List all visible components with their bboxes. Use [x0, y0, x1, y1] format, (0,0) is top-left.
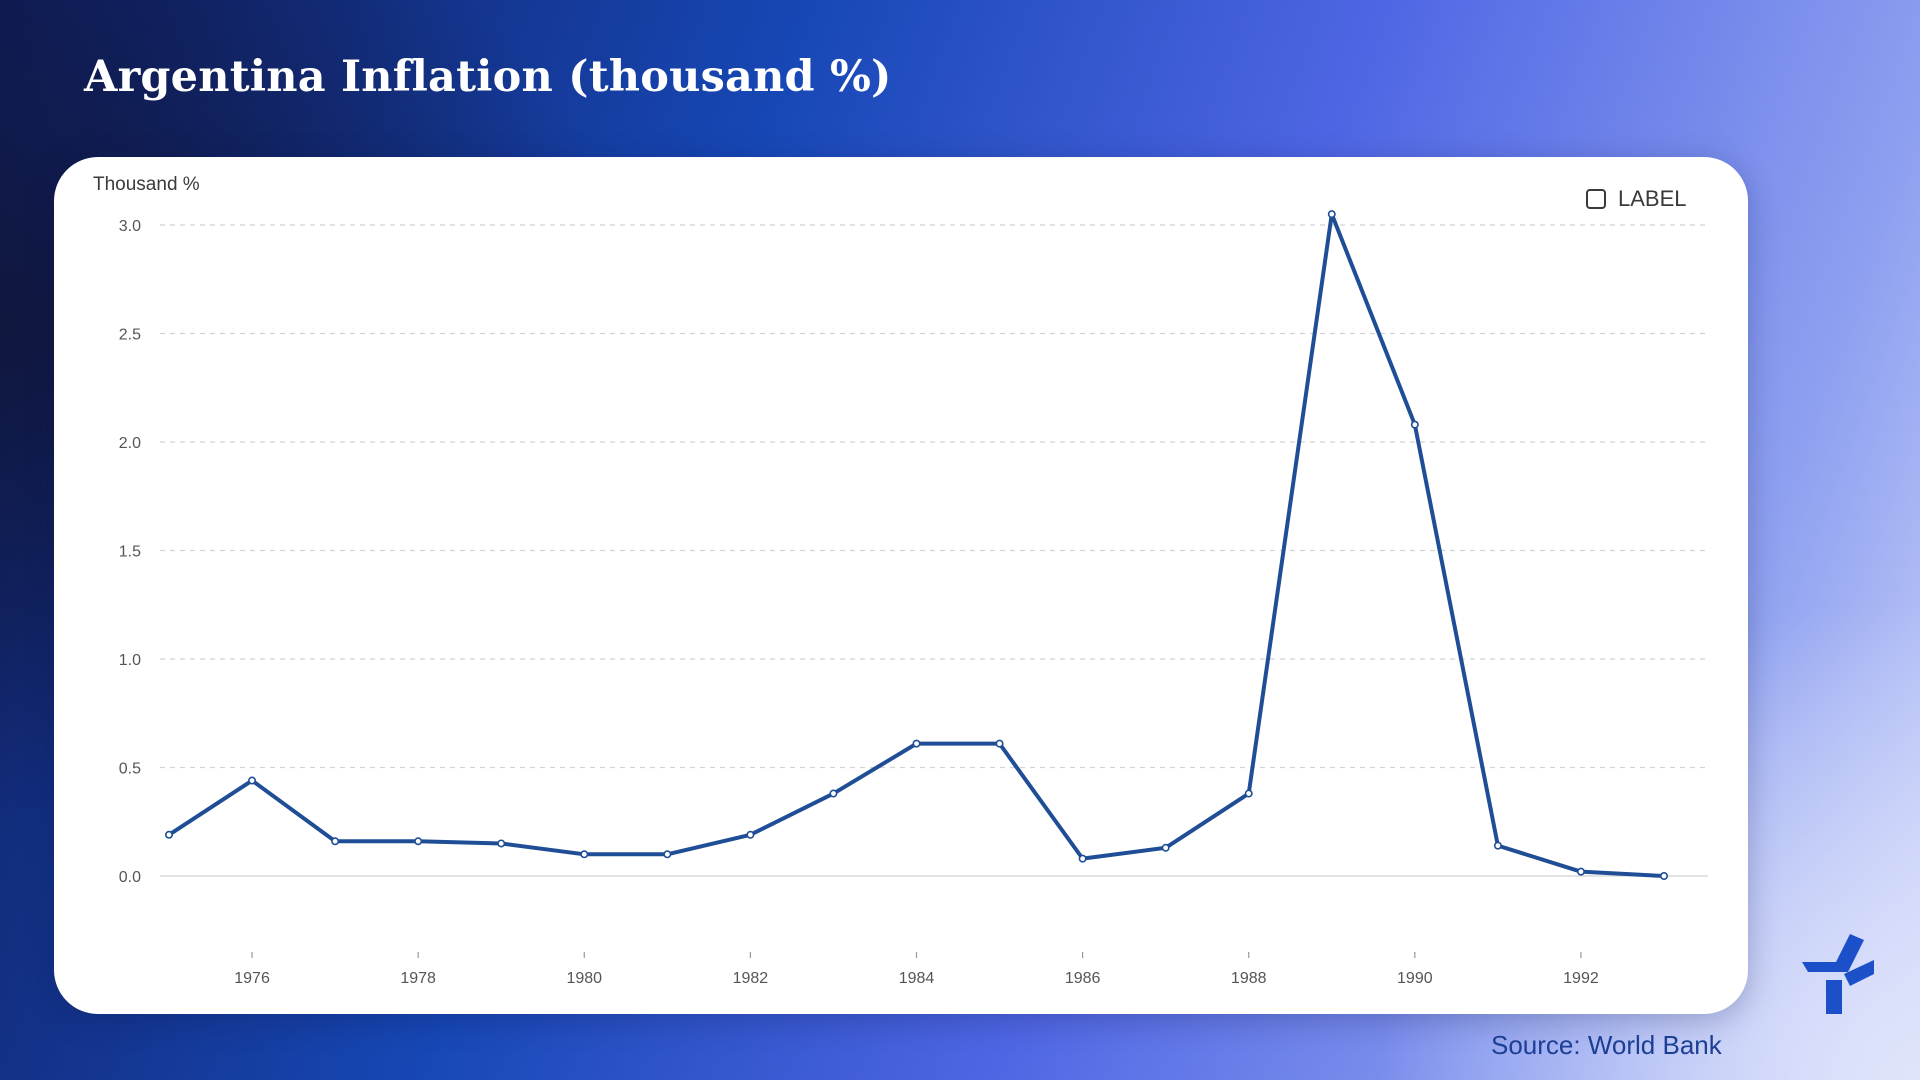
x-tick-label: 1982	[733, 970, 769, 987]
data-point	[497, 839, 506, 848]
data-point	[165, 830, 174, 839]
chart-card	[54, 157, 1748, 1014]
x-tick-label: 1978	[400, 970, 436, 987]
data-point	[746, 830, 755, 839]
data-point	[248, 776, 257, 785]
x-tick-label: 1976	[234, 970, 270, 987]
x-tick-label: 1992	[1563, 970, 1599, 987]
data-point	[829, 789, 838, 798]
data-point	[1244, 789, 1253, 798]
x-tick-label: 1990	[1397, 970, 1433, 987]
legend-toggle[interactable]: LABEL	[1586, 186, 1687, 212]
data-point	[1161, 843, 1170, 852]
data-point	[1078, 854, 1087, 863]
data-point	[414, 837, 423, 846]
source-note: Source: World Bank	[1491, 1030, 1722, 1060]
data-point	[1410, 420, 1419, 429]
checkbox-icon[interactable]	[1586, 189, 1606, 209]
y-tick-label: 0.5	[119, 761, 141, 778]
y-tick-label: 2.0	[119, 435, 141, 452]
y-tick-label: 0.0	[119, 869, 141, 886]
data-point	[912, 739, 921, 748]
data-point	[995, 739, 1004, 748]
x-tick-label: 1984	[899, 970, 935, 987]
series-line	[167, 212, 1666, 878]
data-point	[1660, 871, 1669, 880]
y-tick-label: 3.0	[119, 218, 141, 235]
y-axis-unit-label: Thousand %	[93, 174, 200, 195]
y-tick-label: 1.5	[119, 544, 141, 561]
data-point	[663, 850, 672, 859]
x-tick-label: 1980	[566, 970, 602, 987]
data-point	[580, 850, 589, 859]
y-tick-label: 2.5	[119, 327, 141, 344]
page-title: Argentina Inflation (thousand %)	[84, 52, 892, 102]
legend-label: LABEL	[1618, 186, 1687, 211]
x-tick-label: 1988	[1231, 970, 1267, 987]
data-point	[331, 837, 340, 846]
data-point	[1576, 867, 1585, 876]
data-point	[1493, 841, 1502, 850]
x-tick-label: 1986	[1065, 970, 1101, 987]
brand-logo-icon	[1802, 934, 1874, 1014]
data-point	[1327, 210, 1336, 219]
y-tick-label: 1.0	[119, 652, 141, 669]
